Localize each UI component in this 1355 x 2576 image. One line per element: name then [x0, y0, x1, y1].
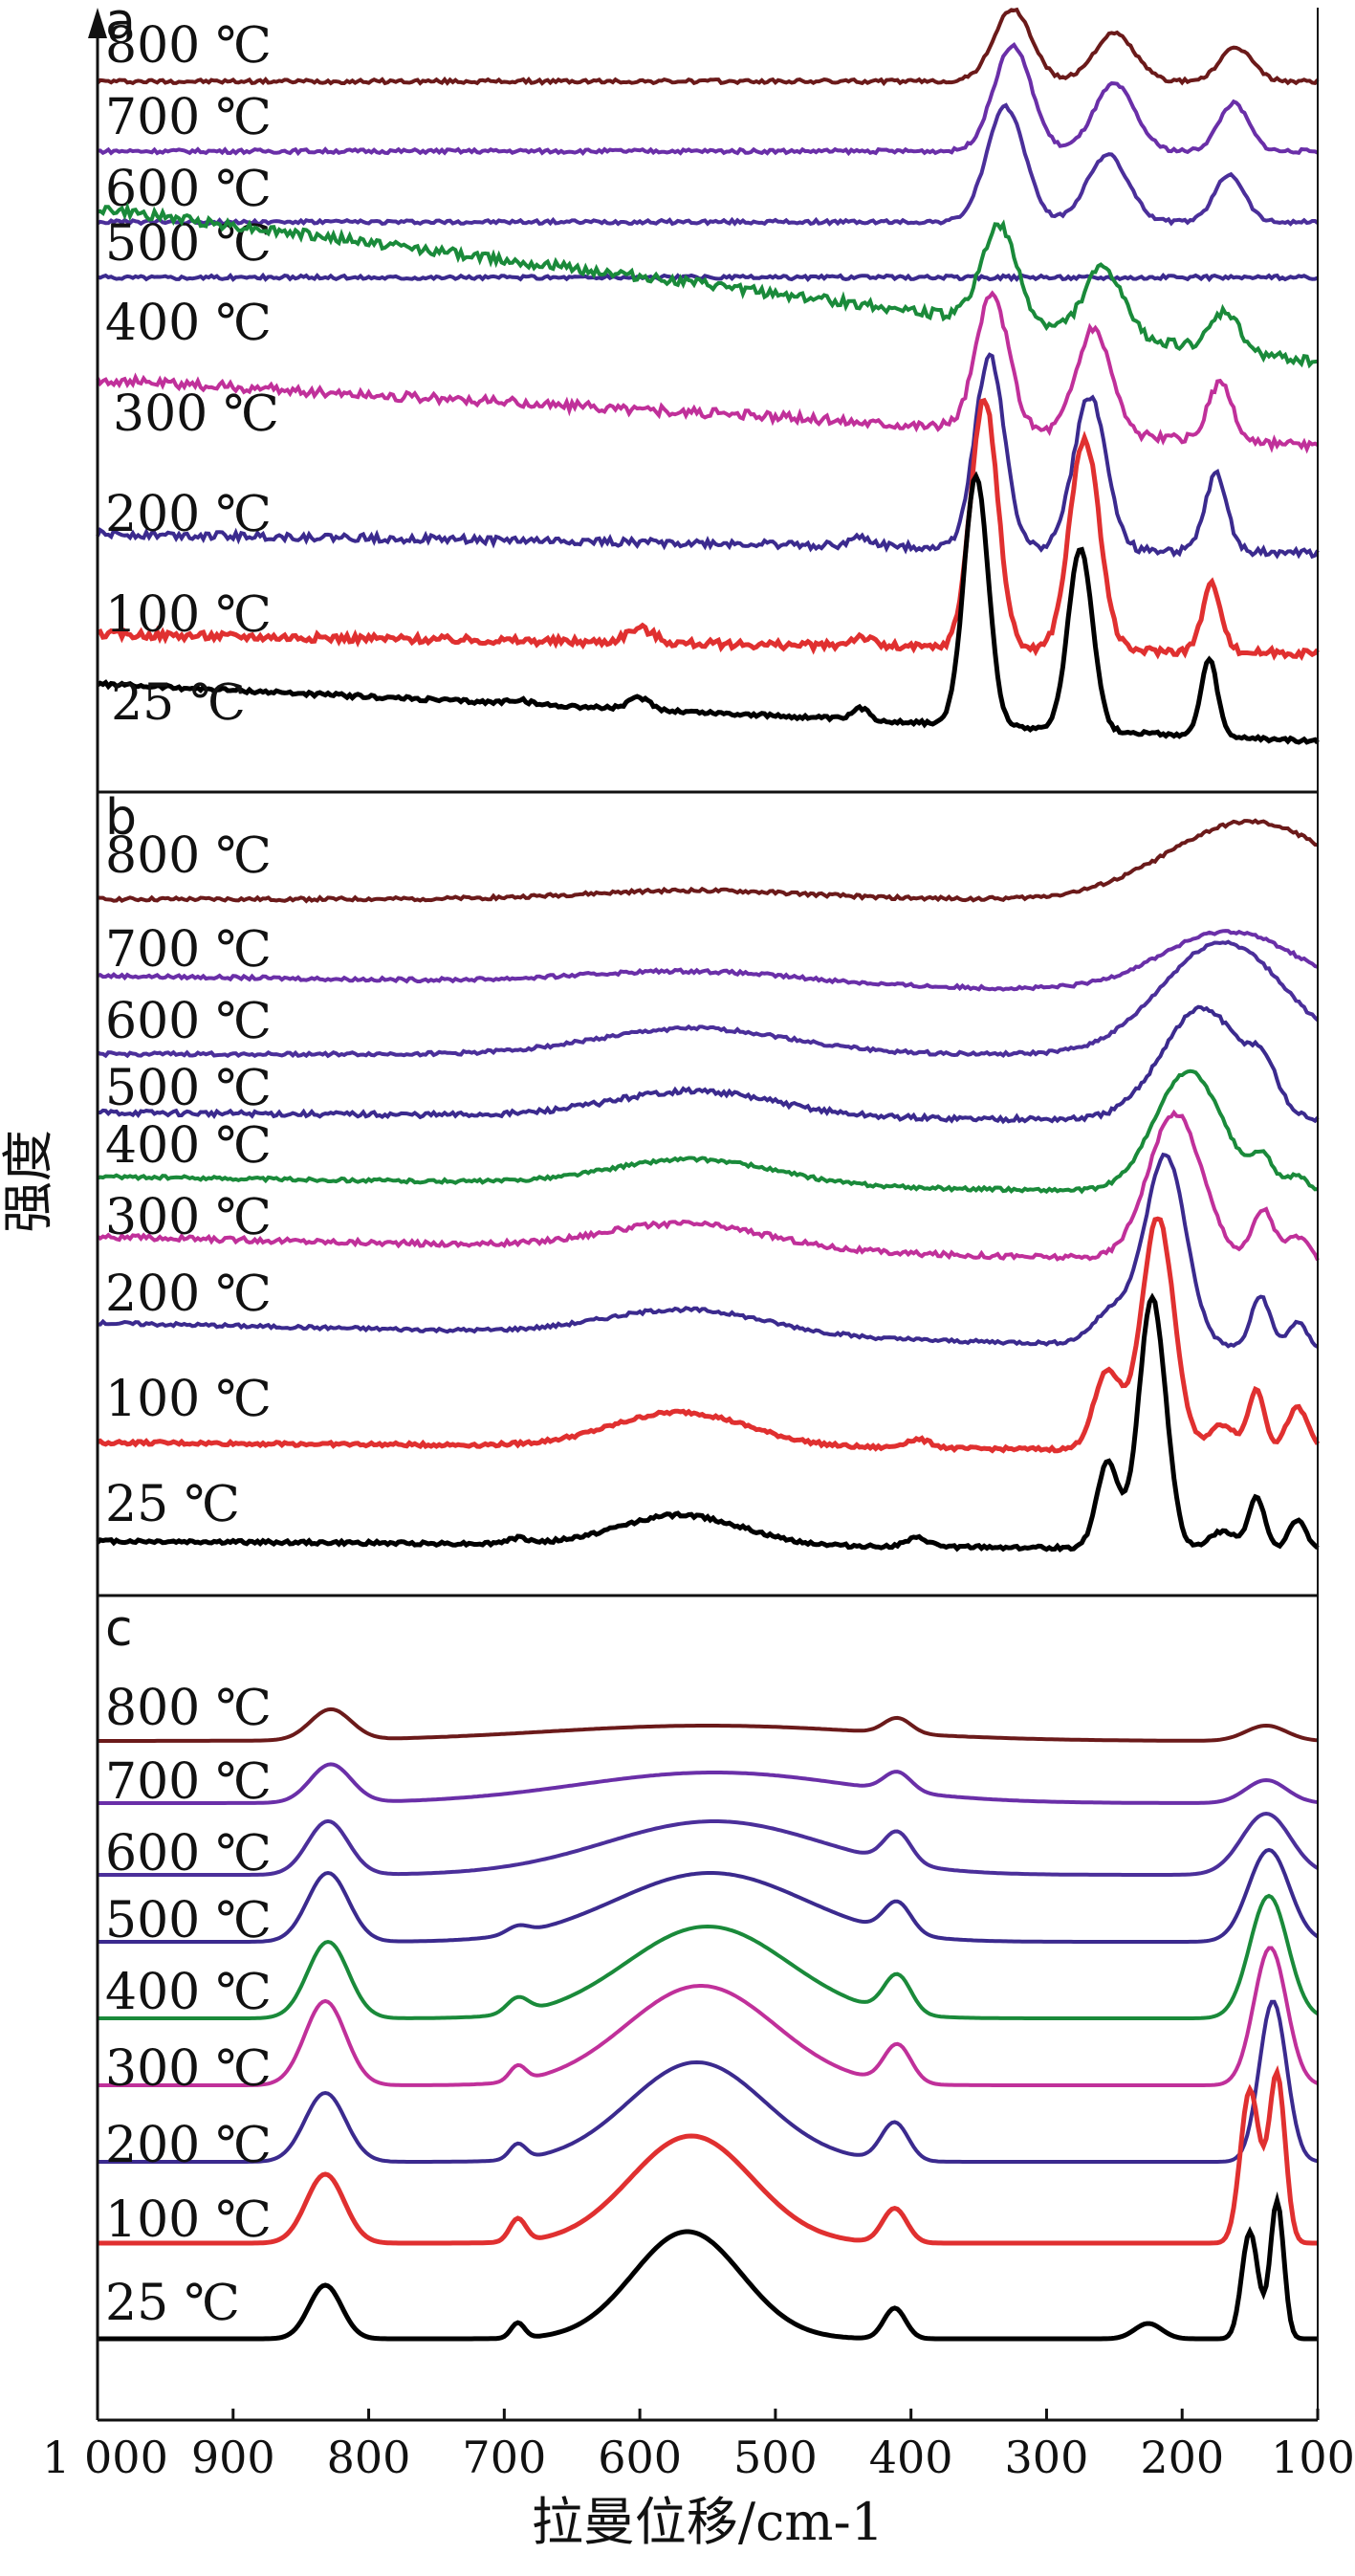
panel-c: c 800 ℃ 700 ℃ 600 ℃ 500 ℃ 400 ℃ 300 ℃ 200 ℃ 100 … — [98, 1600, 1320, 2342]
x-tick-label: 400 — [869, 2432, 953, 2483]
series-line-a-8 — [96, 471, 1320, 745]
series-line-c-0 — [98, 1706, 1319, 1743]
series-line-b-6 — [98, 1152, 1320, 1349]
series-line-c-6 — [98, 1999, 1319, 2164]
x-tick-label: 1 000 — [42, 2432, 168, 2483]
series-line-c-2 — [98, 1811, 1320, 1877]
x-ticks: 1 000 900 800 700 600 500 400 300 200 100 — [42, 2409, 1355, 2483]
x-tick-label: 700 — [462, 2432, 546, 2483]
x-tick-label: 300 — [1005, 2432, 1089, 2483]
x-tick-label: 500 — [733, 2432, 818, 2483]
series-line-b-8 — [96, 1292, 1320, 1553]
series-label-b-4: 400 ℃ — [105, 1117, 272, 1175]
series-label-b-1: 700 ℃ — [105, 921, 272, 979]
panel-label-b: b — [105, 789, 137, 847]
series-line-a-0 — [96, 7, 1320, 87]
series-label-b-2: 600 ℃ — [105, 993, 272, 1050]
series-label-b-8: 25 ℃ — [105, 1476, 240, 1533]
series-label-a-0: 800 ℃ — [105, 17, 272, 75]
series-label-c-5: 300 ℃ — [105, 2040, 272, 2098]
series-line-c-4 — [98, 1893, 1320, 2020]
series-line-b-3 — [97, 1004, 1320, 1125]
series-line-b-1 — [97, 929, 1319, 992]
series-label-c-7: 100 ℃ — [105, 2191, 272, 2249]
series-label-a-5: 300 ℃ — [113, 385, 279, 443]
series-line-c-1 — [98, 1762, 1319, 1805]
series-label-c-2: 600 ℃ — [105, 1825, 272, 1882]
y-axis-title: 强度 — [0, 1130, 58, 1233]
series-label-c-3: 500 ℃ — [105, 1892, 272, 1949]
series-label-a-6: 200 ℃ — [105, 486, 272, 543]
series-label-a-2: 600 ℃ — [105, 161, 272, 218]
x-tick-label: 200 — [1140, 2432, 1224, 2483]
series-line-a-1 — [97, 42, 1319, 157]
series-line-b-2 — [97, 939, 1320, 1059]
series-label-c-0: 800 ℃ — [105, 1680, 272, 1737]
series-line-a-6 — [96, 352, 1320, 560]
series-label-b-7: 100 ℃ — [105, 1371, 272, 1428]
series-label-a-7: 100 ℃ — [105, 586, 272, 644]
series-line-a-7 — [97, 397, 1320, 662]
series-label-a-4: 400 ℃ — [105, 295, 272, 352]
series-label-c-8: 25 ℃ — [105, 2275, 240, 2332]
series-label-b-0: 800 ℃ — [105, 827, 272, 885]
series-line-c-8 — [98, 2191, 1318, 2342]
panel-label-a: a — [105, 0, 136, 51]
series-label-a-1: 700 ℃ — [105, 89, 272, 146]
series-line-a-3 — [97, 272, 1319, 283]
series-label-c-6: 200 ℃ — [105, 2117, 272, 2174]
series-line-b-4 — [97, 1068, 1319, 1195]
series-label-b-3: 500 ℃ — [105, 1060, 272, 1117]
series-label-a-3: 500 ℃ — [105, 215, 272, 273]
series-line-b-7 — [96, 1216, 1321, 1454]
series-line-c-7 — [98, 2064, 1318, 2246]
x-tick-label: 600 — [598, 2432, 682, 2483]
series-line-a-4 — [97, 201, 1319, 369]
series-line-b-0 — [97, 818, 1319, 904]
x-axis-title: 拉曼位移/cm-1 — [532, 2492, 884, 2552]
series-label-b-6: 200 ℃ — [105, 1266, 272, 1323]
series-label-a-8: 25 ℃ — [111, 674, 246, 732]
panel-label-c: c — [105, 1600, 133, 1658]
series-line-a-5 — [96, 290, 1319, 454]
axes — [88, 8, 1319, 2422]
x-tick-label: 900 — [191, 2432, 275, 2483]
series-label-b-5: 300 ℃ — [105, 1189, 272, 1246]
x-tick-label: 800 — [327, 2432, 411, 2483]
series-line-c-3 — [98, 1847, 1320, 1944]
series-label-c-1: 700 ℃ — [105, 1753, 272, 1811]
series-label-c-4: 400 ℃ — [105, 1964, 272, 2021]
series-line-a-2 — [97, 102, 1320, 227]
y-axis-arrow — [88, 8, 107, 38]
x-tick-label: 100 — [1271, 2432, 1355, 2483]
series-line-b-5 — [96, 1109, 1320, 1262]
series-line-c-5 — [98, 1946, 1319, 2087]
